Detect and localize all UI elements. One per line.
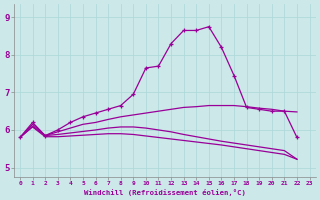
X-axis label: Windchill (Refroidissement éolien,°C): Windchill (Refroidissement éolien,°C): [84, 189, 246, 196]
